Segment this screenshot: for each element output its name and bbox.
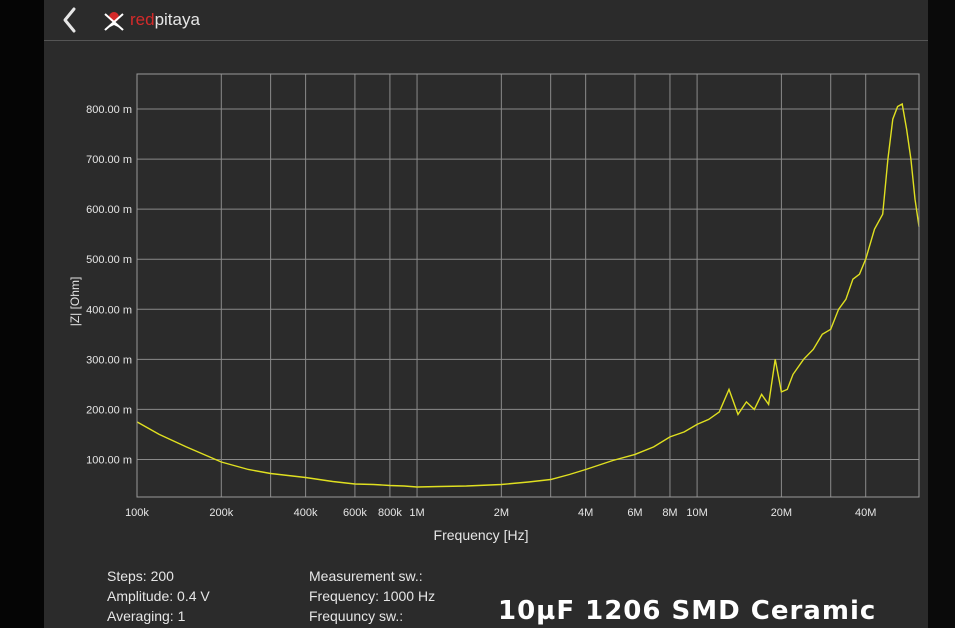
measurement-sw-text: Measurement sw.: <box>309 568 423 584</box>
x-tick-label: 800k <box>378 507 402 519</box>
y-tick-label: 500.00 m <box>86 254 132 266</box>
app-window: redpitaya 100k 200k 400k 600k 800k 1M 2M 4M 6M 8M… <box>44 0 928 628</box>
video-caption: 10µF 1206 SMD Ceramic <box>498 596 877 626</box>
y-tick-label: 800.00 m <box>86 104 132 116</box>
right-strip <box>928 0 955 628</box>
logo-text-red: red <box>130 10 155 29</box>
x-tick-label: 100k <box>125 507 149 519</box>
x-axis-label: Frequency [Hz] <box>434 527 529 543</box>
back-button[interactable] <box>58 6 84 34</box>
y-tick-label: 400.00 m <box>86 304 132 316</box>
impedance-series-line <box>136 102 920 488</box>
chevron-left-icon <box>63 7 76 33</box>
x-tick-label: 200k <box>209 507 233 519</box>
logo: redpitaya <box>102 6 200 34</box>
x-tick-label: 1M <box>409 507 424 519</box>
x-tick-label: 400k <box>294 507 318 519</box>
y-tick-label: 600.00 m <box>86 204 132 216</box>
left-strip <box>0 0 44 628</box>
x-tick-label: 40M <box>855 507 876 519</box>
y-tick-label: 700.00 m <box>86 154 132 166</box>
y-tick-label: 200.00 m <box>86 404 132 416</box>
frequency-sw-text: Frequuncy sw.: <box>309 608 404 624</box>
x-tick-label: 20M <box>771 507 792 519</box>
x-tick-label: 8M <box>662 507 677 519</box>
x-tick-label: 2M <box>494 507 509 519</box>
y-tick-labels: 100.00 m 200.00 m 300.00 m 400.00 m 500.00 m… <box>86 104 132 466</box>
amplitude-text: Amplitude: 0.4 V <box>107 588 210 604</box>
x-tick-labels: 100k 200k 400k 600k 800k 1M 2M 4M 6M 8M 10M 20M 40M <box>125 507 876 519</box>
x-tick-label: 6M <box>627 507 642 519</box>
x-tick-label: 4M <box>578 507 593 519</box>
redpitaya-logo-icon <box>104 12 124 31</box>
x-tick-label: 10M <box>686 507 707 519</box>
frequency-text: Frequency: 1000 Hz <box>309 588 436 604</box>
settings-info-right: Measurement sw.: Frequency: 1000 Hz Freq… <box>309 566 435 626</box>
header-bar: redpitaya <box>44 0 928 41</box>
impedance-chart: 100k 200k 400k 600k 800k 1M 2M 4M 6M 8M 10M 20M 40M … <box>68 73 920 543</box>
y-tick-label: 300.00 m <box>86 354 132 366</box>
y-axis-label: |Z| [Ohm] <box>68 277 82 327</box>
settings-info-left: Steps: 200 Amplitude: 0.4 V Averaging: 1 <box>107 566 210 626</box>
steps-text: Steps: 200 <box>107 568 174 584</box>
plot-frame <box>136 73 920 498</box>
y-tick-label: 100.00 m <box>86 454 132 466</box>
logo-text-white: pitaya <box>154 10 200 29</box>
averaging-text: Averaging: 1 <box>107 608 186 624</box>
chart-grid <box>136 74 919 497</box>
x-tick-label: 600k <box>343 507 367 519</box>
